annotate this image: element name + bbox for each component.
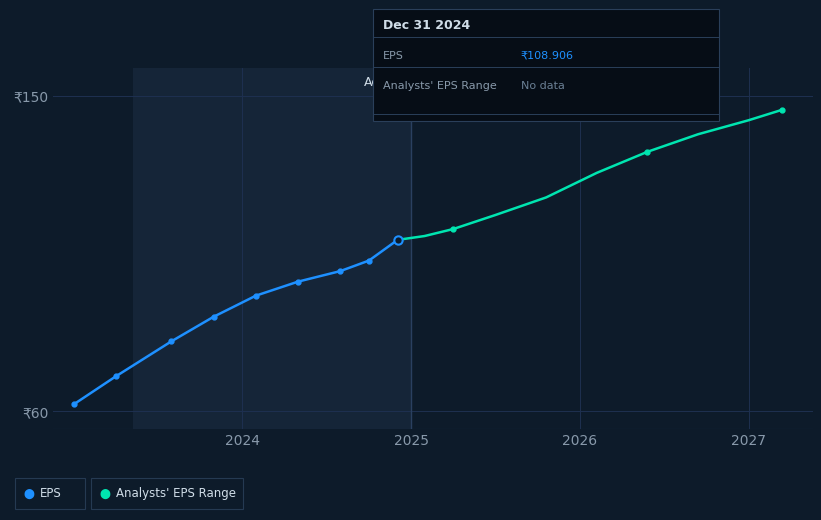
- Text: Analysts Forecasts: Analysts Forecasts: [420, 75, 536, 88]
- Text: ₹108.906: ₹108.906: [521, 50, 574, 61]
- Text: Actual: Actual: [364, 75, 402, 88]
- Text: Analysts' EPS Range: Analysts' EPS Range: [383, 81, 497, 91]
- Text: Dec 31 2024: Dec 31 2024: [383, 19, 470, 32]
- Text: EPS: EPS: [383, 50, 403, 61]
- Text: ⬤: ⬤: [23, 488, 34, 499]
- Text: No data: No data: [521, 81, 564, 91]
- Text: Analysts' EPS Range: Analysts' EPS Range: [116, 487, 236, 500]
- Bar: [133, 68, 411, 429]
- Text: EPS: EPS: [39, 487, 61, 500]
- Text: ⬤: ⬤: [99, 488, 110, 499]
